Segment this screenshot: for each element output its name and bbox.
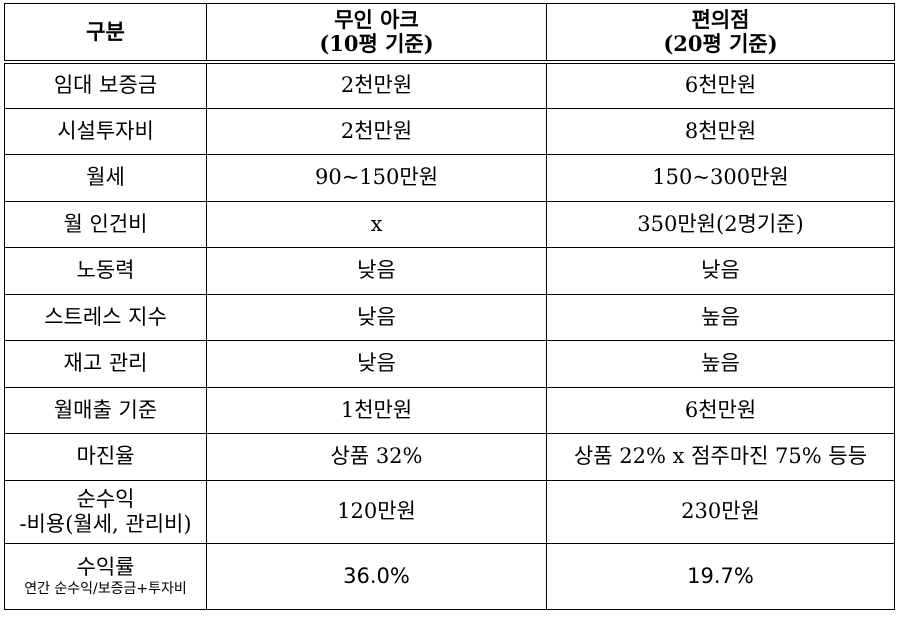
store-value: 높음: [546, 293, 895, 341]
net-profit-label-note: -비용(월세, 관리비): [19, 511, 192, 536]
table-row: 스트레스 지수 낮음 높음: [4, 293, 895, 341]
net-profit-label-title: 순수익: [76, 486, 135, 511]
comparison-table: 구분 무인 아크 (10평 기준) 편의점 (20평 기준) 임대 보증금 2천…: [4, 3, 895, 610]
row-label: 월세: [4, 154, 207, 202]
header-unmanned-ark: 무인 아크 (10평 기준): [206, 3, 547, 64]
ark-value: 2천만원: [206, 107, 547, 155]
net-profit-ark: 120만원: [206, 479, 547, 544]
row-label: 마진율: [4, 433, 207, 481]
table-row: 월매출 기준 1천만원 6천만원: [4, 386, 895, 434]
row-label: 임대 보증금: [4, 61, 207, 109]
ark-value: 낮음: [206, 247, 547, 295]
header-unmanned-ark-basis: (10평 기준): [319, 30, 434, 56]
table-row: 노동력 낮음 낮음: [4, 247, 895, 295]
row-label: 월매출 기준: [4, 386, 207, 434]
table-row: 임대 보증금 2천만원 6천만원: [4, 61, 895, 109]
roi-label-formula: 연간 순수익/보증금+투자비: [24, 580, 187, 597]
roi-label-title: 수익률: [76, 554, 135, 579]
store-value: 상품 22% x 점주마진 75% 등등: [546, 433, 895, 481]
store-value: 350만원(2명기준): [546, 200, 895, 248]
row-label: 월 인건비: [4, 200, 207, 248]
table-row: 마진율 상품 32% 상품 22% x 점주마진 75% 등등: [4, 433, 895, 481]
row-label: 스트레스 지수: [4, 293, 207, 341]
store-value: 높음: [546, 340, 895, 388]
header-row: 구분 무인 아크 (10평 기준) 편의점 (20평 기준): [4, 3, 895, 64]
header-category: 구분: [4, 3, 207, 64]
row-label: 노동력: [4, 247, 207, 295]
header-convenience-store-title: 편의점: [691, 6, 750, 32]
ark-value: 2천만원: [206, 61, 547, 109]
roi-store: 19.7%: [546, 542, 895, 610]
row-label: 시설투자비: [4, 107, 207, 155]
header-convenience-store-basis: (20평 기준): [663, 30, 778, 56]
net-profit-row: 순수익 -비용(월세, 관리비) 120만원 230만원: [4, 479, 895, 544]
store-value: 6천만원: [546, 386, 895, 434]
row-label: 재고 관리: [4, 340, 207, 388]
header-unmanned-ark-title: 무인 아크: [334, 6, 419, 32]
ark-value: x: [206, 200, 547, 248]
store-value: 낮음: [546, 247, 895, 295]
table-row: 재고 관리 낮음 높음: [4, 340, 895, 388]
table-row: 월 인건비 x 350만원(2명기준): [4, 200, 895, 248]
table-row: 월세 90~150만원 150~300만원: [4, 154, 895, 202]
ark-value: 1천만원: [206, 386, 547, 434]
roi-row: 수익률 연간 순수익/보증금+투자비 36.0% 19.7%: [4, 542, 895, 610]
roi-ark: 36.0%: [206, 542, 547, 610]
net-profit-label: 순수익 -비용(월세, 관리비): [4, 479, 207, 544]
roi-label: 수익률 연간 순수익/보증금+투자비: [4, 542, 207, 610]
ark-value: 낮음: [206, 293, 547, 341]
store-value: 6천만원: [546, 61, 895, 109]
ark-value: 낮음: [206, 340, 547, 388]
table-row: 시설투자비 2천만원 8천만원: [4, 107, 895, 155]
ark-value: 90~150만원: [206, 154, 547, 202]
store-value: 150~300만원: [546, 154, 895, 202]
store-value: 8천만원: [546, 107, 895, 155]
net-profit-store: 230만원: [546, 479, 895, 544]
header-convenience-store: 편의점 (20평 기준): [546, 3, 895, 64]
ark-value: 상품 32%: [206, 433, 547, 481]
